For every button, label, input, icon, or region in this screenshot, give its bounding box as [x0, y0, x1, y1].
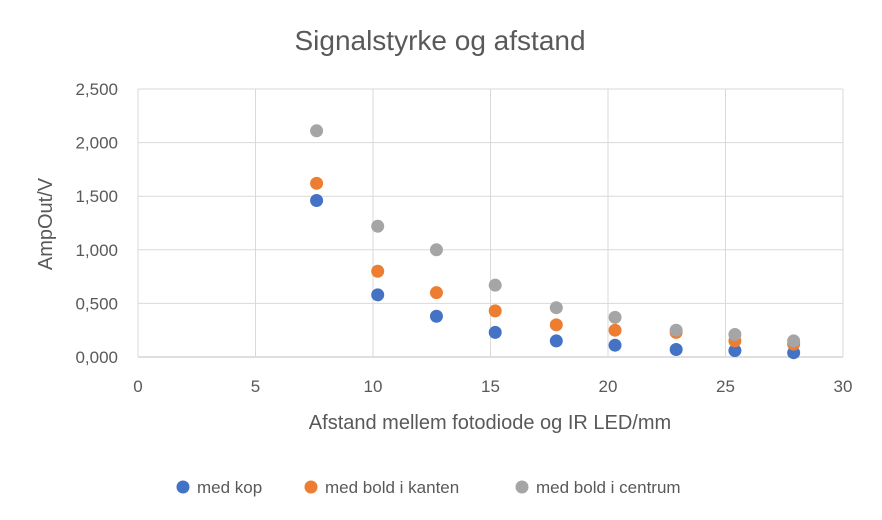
legend-marker [176, 480, 190, 494]
y-tick-label: 0,000 [75, 348, 118, 367]
data-point [310, 176, 324, 190]
legend-entry: med bold i centrum [515, 478, 681, 497]
data-point [488, 304, 502, 318]
y-tick-label: 2,500 [75, 80, 118, 99]
y-tick-label: 0,500 [75, 294, 118, 313]
legend: med kop med bold i kanten med bold i centr… [176, 478, 681, 497]
x-tick-label: 25 [716, 377, 735, 396]
data-point [669, 342, 683, 356]
legend-label: med bold i kanten [325, 478, 459, 497]
data-point [429, 243, 443, 257]
y-axis-ticks: 0,000 0,500 1,000 1,500 2,000 2,500 [75, 80, 118, 367]
legend-marker [304, 480, 318, 494]
x-tick-label: 10 [364, 377, 383, 396]
data-point [787, 334, 801, 348]
data-point [669, 323, 683, 337]
series-2 [310, 176, 801, 351]
y-axis-title: AmpOut/V [35, 177, 57, 270]
legend-marker [515, 480, 529, 494]
legend-entry: med bold i kanten [304, 478, 459, 497]
legend-label: med bold i centrum [536, 478, 681, 497]
data-point [608, 310, 622, 324]
y-tick-label: 2,000 [75, 134, 118, 153]
legend-entry: med kop [176, 478, 262, 497]
data-point [488, 278, 502, 292]
data-point [371, 288, 385, 302]
data-point [429, 286, 443, 300]
x-tick-label: 0 [133, 377, 142, 396]
x-axis-ticks: 0 5 10 15 20 25 30 [133, 377, 852, 396]
gridlines [137, 88, 844, 358]
data-point [488, 325, 502, 339]
legend-label: med kop [197, 478, 262, 497]
x-axis-title: Afstand mellem fotodiode og IR LED/mm [309, 412, 671, 434]
series-1 [310, 193, 801, 360]
data-point [549, 301, 563, 315]
data-point [549, 318, 563, 332]
data-point [310, 124, 324, 138]
y-tick-label: 1,000 [75, 241, 118, 260]
data-point [429, 309, 443, 323]
data-point [608, 323, 622, 337]
data-point [310, 193, 324, 207]
series-3 [310, 124, 801, 348]
x-tick-label: 30 [834, 377, 853, 396]
data-point [371, 219, 385, 233]
data-point [728, 344, 742, 358]
x-tick-label: 15 [481, 377, 500, 396]
y-tick-label: 1,500 [75, 187, 118, 206]
data-point [608, 338, 622, 352]
data-point [728, 327, 742, 341]
x-tick-label: 20 [599, 377, 618, 396]
x-tick-label: 5 [251, 377, 260, 396]
data-point [371, 264, 385, 278]
data-points [310, 124, 801, 360]
data-point [549, 334, 563, 348]
chart-title: Signalstyrke og afstand [294, 25, 585, 56]
